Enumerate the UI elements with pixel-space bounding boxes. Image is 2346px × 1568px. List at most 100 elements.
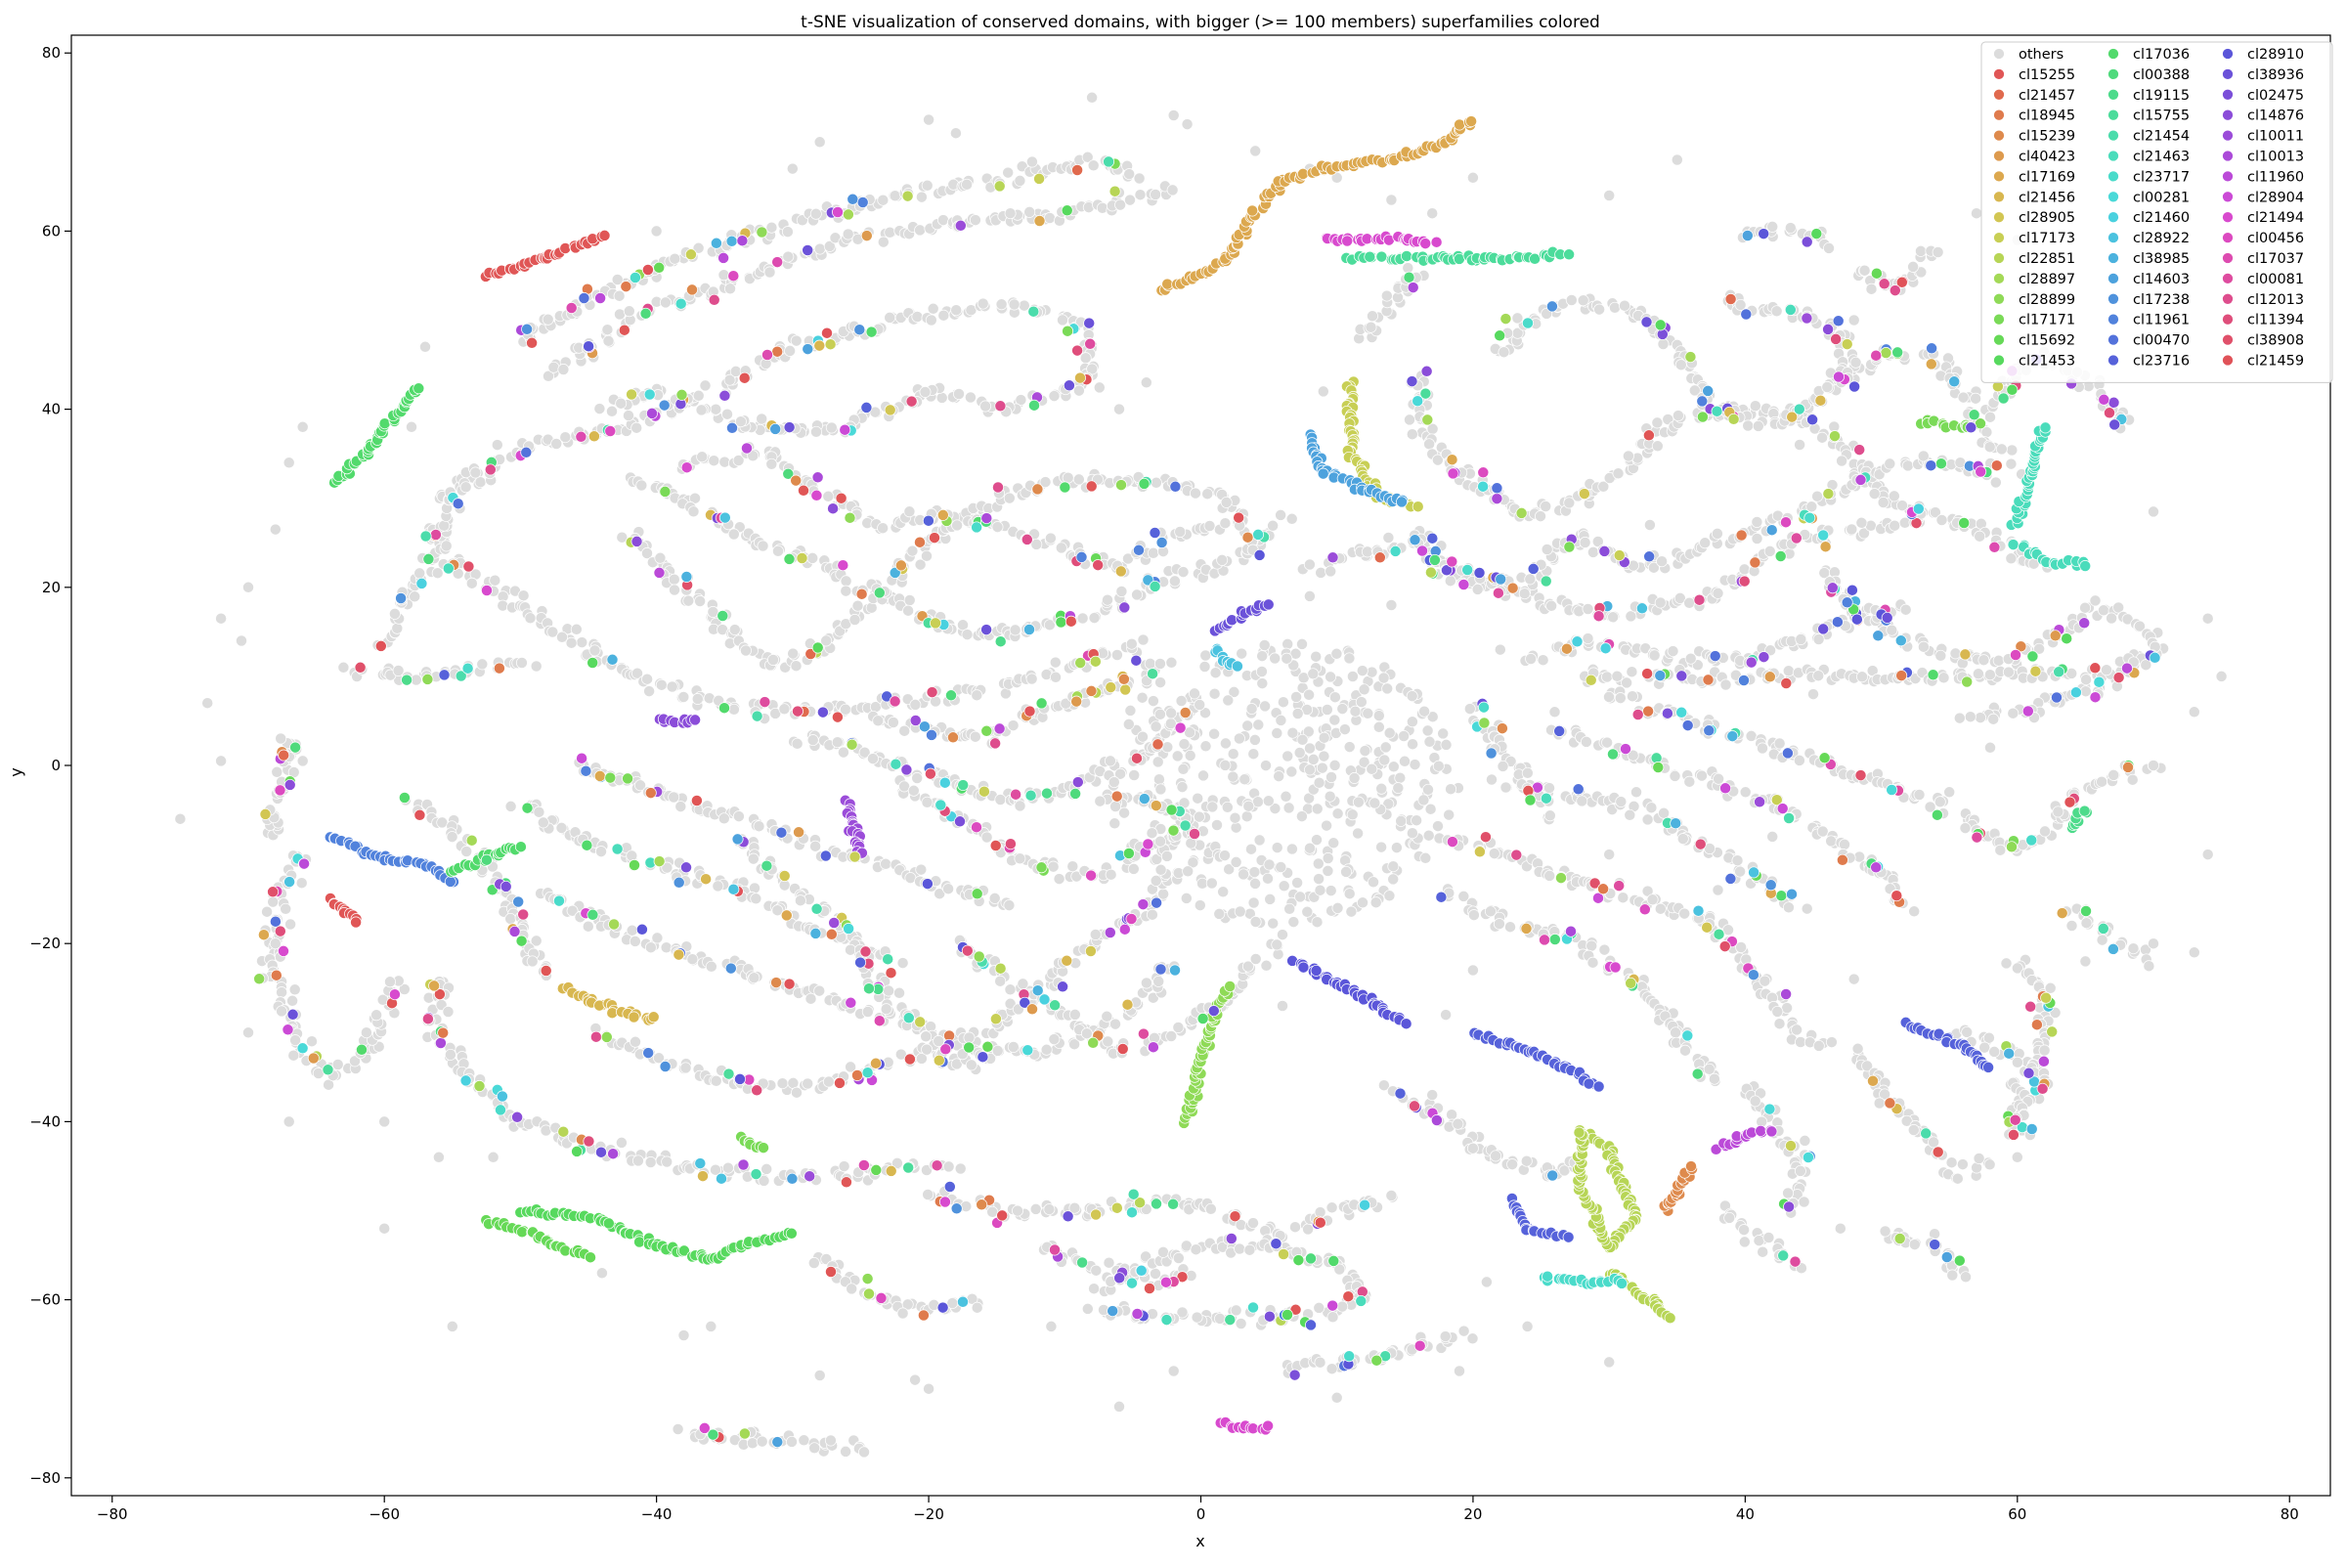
others-point xyxy=(1280,790,1292,803)
others-point xyxy=(791,737,804,750)
others-point xyxy=(1285,512,1298,525)
others-point xyxy=(282,457,295,469)
others-point xyxy=(1241,719,1254,732)
others-point xyxy=(1795,633,1807,645)
others-point xyxy=(971,689,983,702)
others-point xyxy=(296,755,309,767)
others-point xyxy=(1418,705,1431,718)
others-point xyxy=(957,619,969,632)
others-point xyxy=(963,1031,976,1044)
others-point xyxy=(767,654,779,666)
others-point xyxy=(2143,960,2155,973)
others-point xyxy=(1102,1035,1114,1048)
others-point xyxy=(1147,695,1159,708)
others-point xyxy=(2148,937,2159,950)
others-point xyxy=(1382,532,1395,544)
others-point xyxy=(1586,956,1599,969)
others-point xyxy=(1289,1221,1301,1234)
others-point xyxy=(282,1115,295,1128)
others-point xyxy=(915,863,928,876)
others-point xyxy=(682,594,695,607)
others-point xyxy=(1247,1217,1259,1230)
others-point xyxy=(1964,711,1977,723)
others-point xyxy=(1751,533,1763,544)
others-point xyxy=(1960,1271,1972,1284)
others-point xyxy=(546,626,559,638)
others-point xyxy=(2201,849,2214,861)
others-point xyxy=(1888,490,1900,502)
others-point xyxy=(1676,833,1689,846)
others-point xyxy=(809,840,822,852)
others-point xyxy=(1217,886,1230,898)
others-point xyxy=(1234,1242,1246,1255)
others-point xyxy=(790,334,803,347)
others-point xyxy=(655,678,668,691)
others-point xyxy=(1582,632,1594,645)
others-point xyxy=(756,413,768,425)
others-point xyxy=(215,612,228,625)
others-point xyxy=(717,812,730,825)
others-point xyxy=(1738,563,1751,576)
others-point xyxy=(1630,786,1642,799)
others-point xyxy=(1055,542,1067,554)
others-point xyxy=(748,972,760,984)
others-point xyxy=(1018,299,1030,312)
others-point xyxy=(1387,873,1400,886)
others-point xyxy=(1773,737,1786,750)
others-point xyxy=(1201,488,1214,501)
others-point xyxy=(570,623,583,635)
others-point xyxy=(1048,390,1061,403)
others-point xyxy=(806,551,819,564)
others-point xyxy=(1782,665,1795,677)
others-point xyxy=(1086,363,1099,375)
others-point xyxy=(1901,459,1914,472)
others-point xyxy=(517,589,530,602)
others-point xyxy=(1825,835,1838,848)
others-point xyxy=(1603,1356,1616,1369)
others-point xyxy=(267,895,280,908)
others-point xyxy=(630,421,643,434)
others-point xyxy=(1072,473,1085,486)
others-point xyxy=(964,391,977,404)
others-point xyxy=(1278,880,1290,893)
others-point xyxy=(1486,773,1498,786)
others-point xyxy=(1858,264,1871,277)
others-point xyxy=(747,852,760,865)
others-point xyxy=(1759,975,1771,987)
others-point xyxy=(880,857,892,870)
others-point xyxy=(686,953,699,966)
others-point xyxy=(1105,868,1117,881)
others-point xyxy=(630,1035,641,1048)
others-point xyxy=(1520,1154,1533,1167)
others-point xyxy=(1928,1136,1940,1149)
others-point xyxy=(1144,657,1156,670)
others-point xyxy=(1626,666,1638,678)
others-point xyxy=(1043,212,1056,224)
others-point xyxy=(1175,695,1188,707)
others-point xyxy=(838,1160,850,1173)
others-point xyxy=(1511,312,1524,325)
others-point xyxy=(1497,760,1509,772)
others-point xyxy=(786,162,799,175)
others-point xyxy=(1102,593,1113,606)
others-point xyxy=(689,492,701,504)
others-point xyxy=(1152,975,1165,987)
others-point xyxy=(1039,476,1052,489)
others-point xyxy=(201,697,214,710)
others-point xyxy=(699,379,712,392)
others-point xyxy=(1157,1245,1169,1258)
others-point xyxy=(1004,983,1017,996)
others-point xyxy=(1094,795,1107,807)
others-point xyxy=(1982,1031,1995,1044)
others-point xyxy=(923,113,935,126)
others-point xyxy=(923,1382,935,1395)
others-point xyxy=(1463,703,1476,716)
others-point xyxy=(1172,1252,1185,1264)
others-point xyxy=(1654,596,1667,609)
others-point xyxy=(949,127,962,140)
others-point xyxy=(1134,189,1147,201)
others-point xyxy=(1302,1223,1315,1236)
others-point xyxy=(1426,1089,1439,1102)
others-point xyxy=(215,755,228,767)
others-point xyxy=(840,585,852,597)
